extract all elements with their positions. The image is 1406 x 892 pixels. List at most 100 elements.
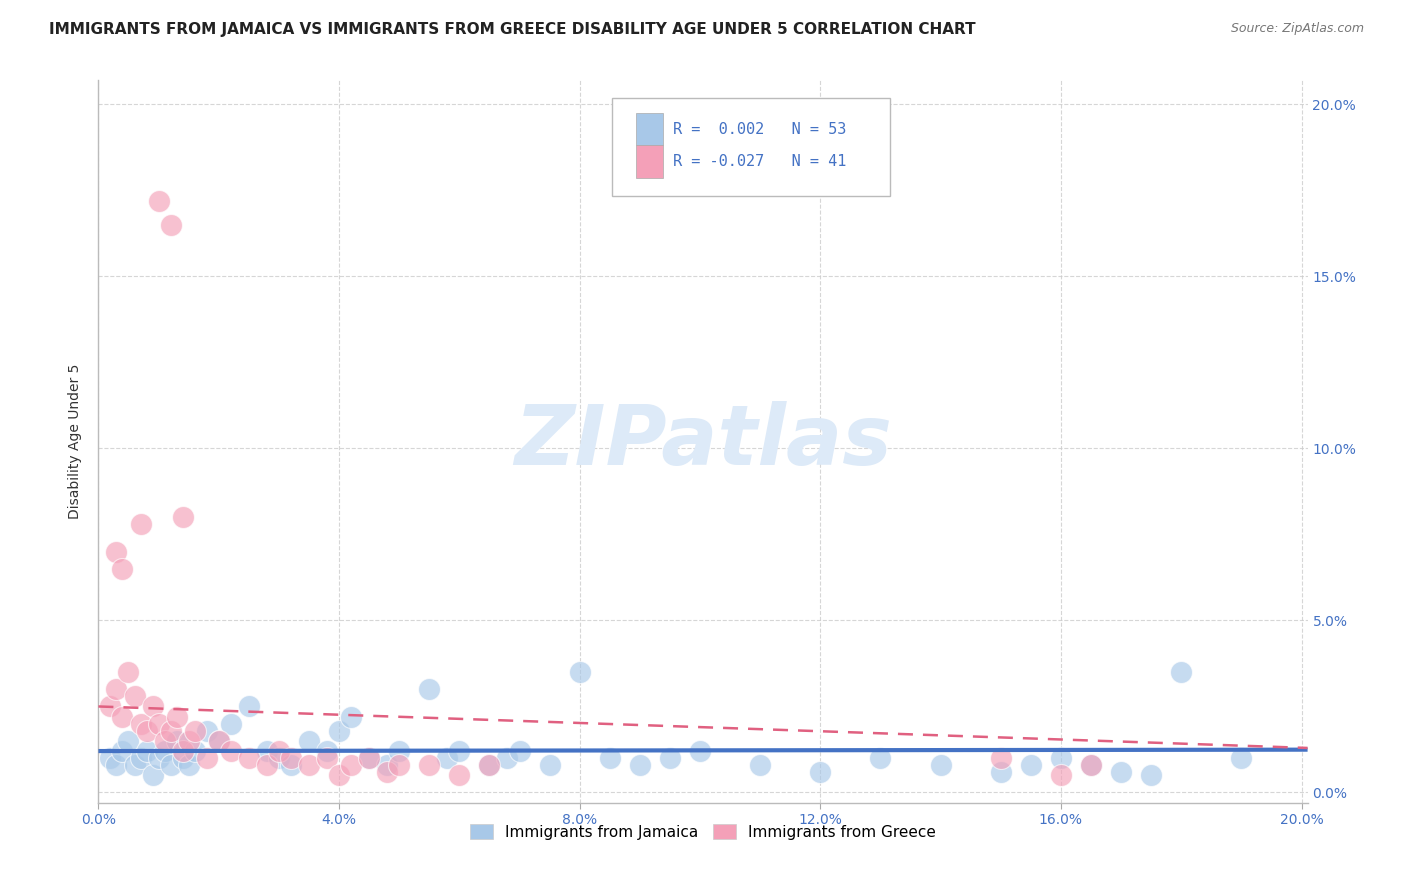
Point [100,699,122,714]
Point [117,665,139,679]
Point [129,517,152,532]
Point [375,764,398,779]
Point [159,723,181,738]
Point [172,751,194,765]
Point [183,744,205,758]
Point [135,723,157,738]
Point [195,723,218,738]
Point [148,716,170,731]
Point [1109,764,1132,779]
Point [159,218,181,232]
Bar [637,112,664,145]
Point [316,751,339,765]
Point [219,716,242,731]
Point [599,751,621,765]
Point [208,734,231,748]
Point [111,710,134,724]
Point [280,751,302,765]
Point [808,764,831,779]
Point [183,723,205,738]
Point [1230,751,1253,765]
Point [280,758,302,772]
Point [658,751,681,765]
Point [316,744,339,758]
Point [1050,751,1073,765]
Point [568,665,591,679]
Point [496,751,519,765]
Text: R =  0.002   N = 53: R = 0.002 N = 53 [672,122,846,136]
Point [340,710,363,724]
Point [142,699,165,714]
Point [153,734,176,748]
Point [129,751,152,765]
Point [117,734,139,748]
Text: ZIPatlas: ZIPatlas [515,401,891,482]
Point [328,723,350,738]
Point [105,758,128,772]
Point [990,751,1012,765]
Point [328,768,350,782]
Point [238,699,260,714]
Point [418,682,440,697]
Text: IMMIGRANTS FROM JAMAICA VS IMMIGRANTS FROM GREECE DISABILITY AGE UNDER 5 CORRELA: IMMIGRANTS FROM JAMAICA VS IMMIGRANTS FR… [49,22,976,37]
Point [388,758,411,772]
Point [1050,768,1073,782]
Y-axis label: Disability Age Under 5: Disability Age Under 5 [69,364,83,519]
Point [172,744,194,758]
Point [208,734,231,748]
FancyBboxPatch shape [613,98,890,196]
Point [100,751,122,765]
Point [148,194,170,208]
Bar [637,145,664,178]
Point [340,758,363,772]
Point [478,758,501,772]
Point [449,768,471,782]
Point [359,751,381,765]
Legend: Immigrants from Jamaica, Immigrants from Greece: Immigrants from Jamaica, Immigrants from… [464,818,942,846]
Point [1170,665,1192,679]
Point [298,734,321,748]
Point [256,758,278,772]
Point [111,562,134,576]
Point [267,744,290,758]
Point [148,751,170,765]
Point [142,768,165,782]
Point [129,716,152,731]
Point [298,758,321,772]
Point [538,758,561,772]
Point [256,744,278,758]
Point [153,744,176,758]
Point [1080,758,1102,772]
Point [689,744,711,758]
Point [1080,758,1102,772]
Point [177,734,200,748]
Point [177,758,200,772]
Point [478,758,501,772]
Point [359,751,381,765]
Point [509,744,531,758]
Point [111,744,134,758]
Point [1019,758,1042,772]
Point [869,751,891,765]
Point [219,744,242,758]
Point [135,744,157,758]
Point [159,758,181,772]
Point [195,751,218,765]
Point [124,689,146,703]
Text: R = -0.027   N = 41: R = -0.027 N = 41 [672,154,846,169]
Point [105,682,128,697]
Point [749,758,772,772]
Point [628,758,651,772]
Text: Source: ZipAtlas.com: Source: ZipAtlas.com [1230,22,1364,36]
Point [105,544,128,558]
Point [166,710,188,724]
Point [418,758,440,772]
Point [990,764,1012,779]
Point [436,751,458,765]
Point [929,758,952,772]
Point [267,751,290,765]
Point [124,758,146,772]
Point [375,758,398,772]
Point [172,510,194,524]
Point [449,744,471,758]
